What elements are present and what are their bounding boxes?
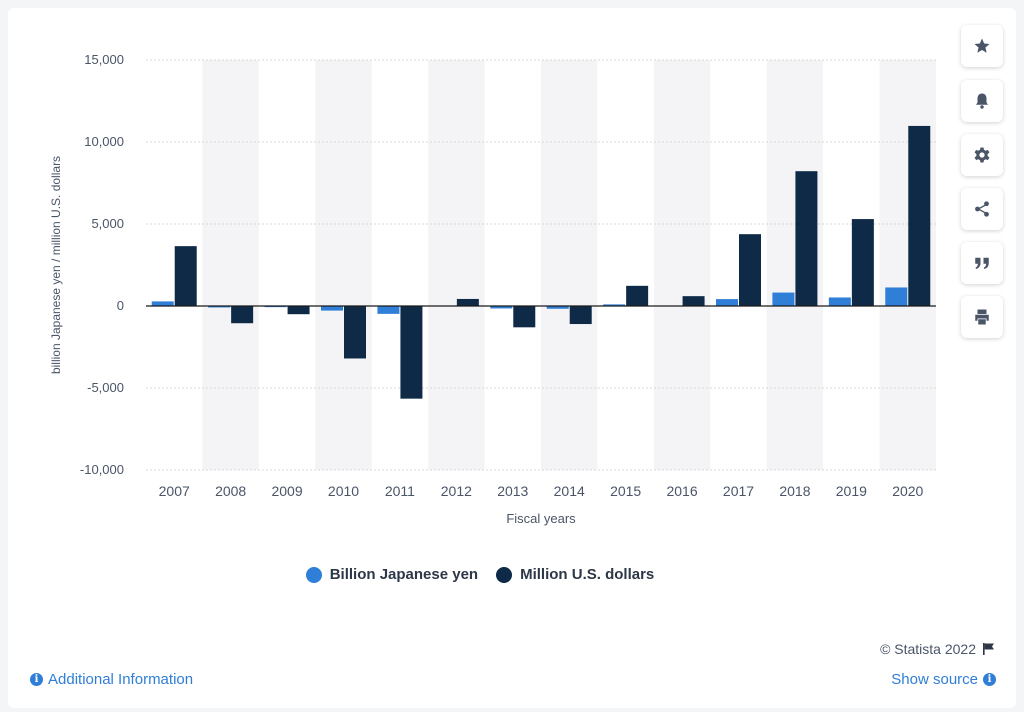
cite-button[interactable] — [961, 242, 1003, 284]
x-tick-label: 2018 — [779, 483, 810, 499]
credit-text: © Statista 2022 — [880, 641, 976, 657]
bar-usd-2013[interactable] — [513, 306, 536, 328]
x-axis-title: Fiscal years — [506, 511, 576, 526]
bar-yen-2008[interactable] — [208, 306, 231, 308]
bar-usd-2019[interactable] — [851, 219, 874, 306]
info-icon: i — [983, 673, 996, 686]
bar-usd-2010[interactable] — [344, 306, 366, 359]
y-tick-label: 15,000 — [84, 52, 124, 67]
y-tick-label: -5,000 — [87, 380, 124, 395]
x-tick-label: 2016 — [666, 483, 697, 499]
share-button[interactable] — [961, 188, 1003, 230]
bar-usd-2014[interactable] — [569, 306, 592, 325]
bar-usd-2020[interactable] — [908, 125, 931, 306]
x-tick-label: 2008 — [215, 483, 246, 499]
show-source-link[interactable]: Show source i — [891, 671, 996, 688]
bar-yen-2019[interactable] — [828, 297, 851, 306]
y-tick-label: 0 — [117, 298, 124, 313]
band — [315, 60, 372, 470]
bar-usd-2018[interactable] — [795, 171, 818, 306]
statista-credit: © Statista 2022 — [880, 641, 996, 657]
bar-yen-2018[interactable] — [772, 292, 795, 306]
bar-usd-2012[interactable] — [456, 298, 479, 306]
x-tick-label: 2007 — [159, 483, 190, 499]
y-axis-title: billion Japanese yen / million U.S. doll… — [49, 156, 63, 374]
print-button[interactable] — [961, 296, 1003, 338]
x-axis-ticks: 2007 2008 2009 2010 2011 2012 2013 2014 2015 2016… — [159, 483, 924, 499]
additional-information-label: Additional Information — [48, 671, 194, 688]
band — [653, 60, 711, 470]
band — [541, 60, 598, 470]
favorite-button[interactable] — [961, 25, 1003, 67]
print-icon — [975, 309, 989, 325]
bar-usd-2008[interactable] — [231, 306, 254, 324]
bar-usd-2007[interactable] — [174, 246, 197, 306]
show-source-label: Show source — [891, 671, 978, 688]
legend-item-usd[interactable]: Million U.S. dollars — [496, 566, 654, 583]
x-tick-label: 2013 — [497, 483, 528, 499]
gear-icon — [974, 147, 990, 163]
bar-yen-2011[interactable] — [377, 306, 400, 314]
bar-yen-2007[interactable] — [151, 301, 174, 306]
bar-usd-2016[interactable] — [682, 296, 705, 306]
legend-item-yen[interactable]: Billion Japanese yen — [305, 566, 479, 583]
band — [202, 60, 259, 470]
x-tick-label: 2017 — [723, 483, 754, 499]
x-tick-label: 2019 — [836, 483, 867, 499]
y-tick-label: 5,000 — [91, 216, 124, 231]
additional-information-link[interactable]: i Additional Information — [30, 671, 193, 688]
bar-yen-2014[interactable] — [546, 306, 569, 309]
legend: Billion Japanese yen Million U.S. dollar… — [8, 566, 952, 583]
flag-icon[interactable] — [982, 642, 996, 656]
x-tick-label: 2014 — [554, 483, 585, 499]
y-tick-label: 10,000 — [84, 134, 124, 149]
bars — [151, 125, 931, 399]
bar-yen-2013[interactable] — [490, 306, 513, 309]
alternating-bands — [202, 60, 936, 470]
band — [428, 60, 485, 470]
settings-button[interactable] — [961, 134, 1003, 176]
bar-usd-2017[interactable] — [739, 234, 761, 306]
legend-label-usd: Million U.S. dollars — [520, 566, 655, 583]
bar-chart: 15,000 10,000 5,000 0 -5,000 -10,000 2007 2008… — [49, 52, 936, 526]
star-icon — [974, 38, 990, 53]
legend-label-yen: Billion Japanese yen — [329, 566, 479, 583]
share-icon — [975, 201, 989, 217]
x-tick-label: 2009 — [271, 483, 302, 499]
bar-yen-2015[interactable] — [603, 304, 626, 306]
legend-dot-usd — [496, 566, 513, 583]
info-icon: i — [30, 673, 43, 686]
bar-yen-2010[interactable] — [321, 306, 343, 311]
x-tick-label: 2015 — [610, 483, 641, 499]
bar-yen-2020[interactable] — [885, 287, 908, 306]
notification-button[interactable] — [961, 80, 1003, 122]
x-tick-label: 2010 — [328, 483, 359, 499]
x-tick-label: 2012 — [441, 483, 472, 499]
y-tick-label: -10,000 — [80, 462, 124, 477]
bar-usd-2015[interactable] — [626, 285, 649, 306]
x-tick-label: 2020 — [892, 483, 923, 499]
chart-card: 15,000 10,000 5,000 0 -5,000 -10,000 2007 2008… — [8, 8, 1016, 708]
y-axis-ticks: 15,000 10,000 5,000 0 -5,000 -10,000 — [80, 52, 124, 477]
x-tick-label: 2011 — [385, 483, 415, 499]
bar-usd-2011[interactable] — [400, 306, 423, 399]
quote-icon — [975, 257, 989, 269]
bar-yen-2017[interactable] — [716, 299, 738, 306]
bell-icon — [976, 93, 988, 109]
legend-dot-yen — [305, 566, 322, 583]
bar-usd-2009[interactable] — [287, 306, 310, 315]
